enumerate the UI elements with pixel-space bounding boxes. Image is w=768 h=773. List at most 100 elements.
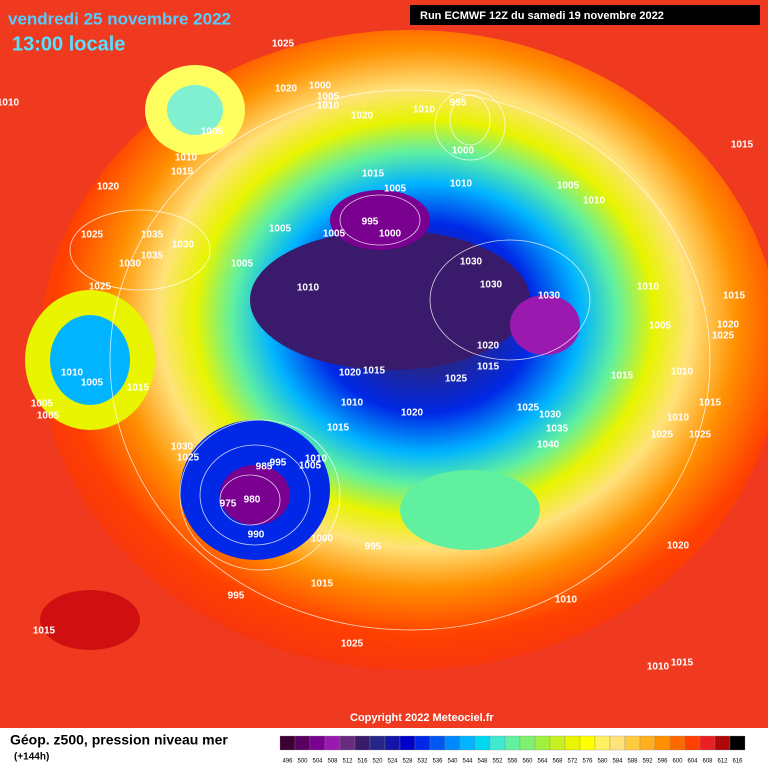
pressure-label: 1005 [557,181,580,192]
pressure-label: 1025 [445,374,468,385]
scale-label: 512 [342,759,353,765]
scale-swatch [519,735,536,751]
height-field [167,85,223,135]
pressure-label: 1010 [0,98,20,109]
scale-label: 616 [732,759,743,765]
pressure-label: 980 [244,495,261,506]
pressure-label: 1010 [413,105,436,116]
pressure-label: 1015 [477,362,500,373]
pressure-label: 1005 [269,224,292,235]
pressure-label: 1005 [37,411,60,422]
run-info: Run ECMWF 12Z du samedi 19 novembre 2022 [420,10,664,22]
pressure-label: 1030 [119,259,142,270]
pressure-label: 1005 [31,399,54,410]
time: 13:00 locale [12,33,125,55]
pressure-label: 1025 [272,39,295,50]
scale-label: 592 [642,759,653,765]
scale-swatch [579,735,596,751]
scale-label: 516 [357,759,368,765]
pressure-label: 1040 [537,440,560,451]
pressure-label: 1010 [555,595,578,606]
scale-swatch [429,735,446,751]
scale-label: 568 [552,759,563,765]
pressure-label: 1030 [172,240,195,251]
height-field [40,590,140,650]
scale-label: 608 [702,759,713,765]
scale-swatch [684,735,701,751]
pressure-label: 1005 [317,92,340,103]
pressure-label: 1005 [81,378,104,389]
pressure-label: 1030 [460,257,483,268]
pressure-label: 1020 [477,341,500,352]
footer-title: Géop. z500, pression niveau mer [10,732,228,748]
pressure-label: 1010 [61,368,84,379]
pressure-label: 1025 [712,331,735,342]
scale-swatch [549,735,566,751]
pressure-label: 1015 [362,169,385,180]
pressure-label: 1010 [671,367,694,378]
scale-label: 544 [462,759,473,765]
pressure-label: 990 [248,530,265,541]
pressure-label: 1010 [341,398,364,409]
scale-label: 612 [717,759,728,765]
scale-label: 556 [507,759,518,765]
pressure-label: 1000 [309,81,332,92]
scale-label: 604 [687,759,698,765]
pressure-label: 1010 [305,454,328,465]
isobars [69,89,711,631]
scale-swatch [489,735,506,751]
pressure-label: 1025 [81,230,104,241]
pressure-label: 1010 [297,283,320,294]
scale-label: 508 [327,759,338,765]
pressure-label: 1005 [231,259,254,270]
pressure-label: 1020 [339,368,362,379]
pressure-label: 1020 [275,84,298,95]
scale-label: 552 [492,759,503,765]
pressure-label: 1005 [384,184,407,195]
scale-swatch [609,735,626,751]
scale-label: 596 [657,759,668,765]
scale-swatch [669,735,686,751]
pressure-label: 1020 [401,408,424,419]
scale-swatch [639,735,656,751]
pressure-label: 1010 [647,662,670,673]
pressure-label: 1000 [452,146,475,157]
scale-label: 584 [612,759,623,765]
scale-swatch [594,735,611,751]
pressure-label: 1020 [97,182,120,193]
pressure-label: 995 [365,542,382,553]
scale-label: 524 [387,759,398,765]
height-field [330,190,430,250]
scale-label: 560 [522,759,533,765]
scale-swatch [444,735,461,751]
pressure-label: 1015 [171,167,194,178]
scale-label: 588 [627,759,638,765]
pressure-label: 975 [220,499,237,510]
run-box [410,5,760,25]
pressure-label: 1015 [731,140,754,151]
pressure-label: 1010 [637,282,660,293]
pressure-label: 1005 [649,321,672,332]
scale-swatch [729,735,746,751]
scale-label: 572 [567,759,578,765]
pressure-label: 1025 [517,403,540,414]
pressure-label: 1020 [667,541,690,552]
scale-swatch [324,735,341,751]
pressure-label: 1015 [363,366,386,377]
scale-label: 580 [597,759,608,765]
pressure-label: 1025 [651,430,674,441]
pressure-label: 995 [362,217,379,228]
copyright: Copyright 2022 Meteociel.fr [350,712,494,724]
scale-label: 536 [432,759,443,765]
pressure-label: 1030 [171,442,194,453]
pressure-label: 1010 [667,413,690,424]
pressure-label: 1000 [311,534,334,545]
pressure-label: 985 [256,462,273,473]
pressure-label: 1030 [480,280,503,291]
scale-swatch [459,735,476,751]
pressure-label: 1010 [450,179,473,190]
scale-label: 496 [282,759,293,765]
date: vendredi 25 novembre 2022 [8,9,231,28]
scale-swatch [504,735,521,751]
